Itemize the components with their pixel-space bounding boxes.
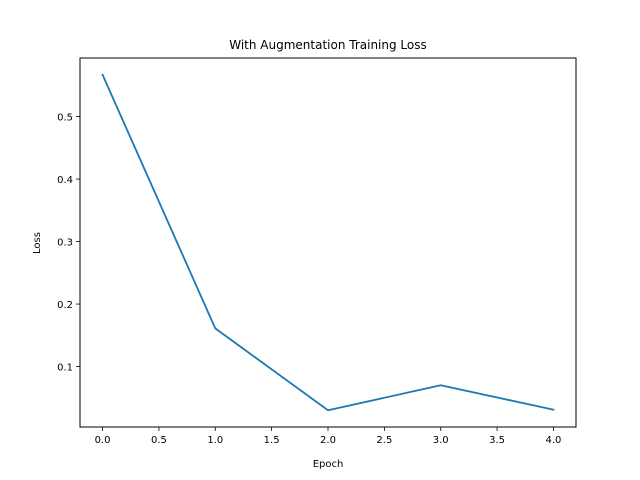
y-tick-label: 0.2 (57, 300, 73, 311)
y-tick-label: 0.4 (57, 175, 73, 186)
chart-title: With Augmentation Training Loss (229, 38, 427, 52)
x-tick-label: 2.0 (320, 435, 336, 446)
x-tick-label: 0.5 (151, 435, 167, 446)
x-axis-label: Epoch (313, 459, 344, 470)
x-tick-label: 1.0 (207, 435, 223, 446)
x-tick-label: 3.0 (433, 435, 449, 446)
y-tick-label: 0.1 (57, 363, 73, 374)
plot-area (101, 73, 555, 412)
y-tick-label: 0.3 (57, 238, 73, 249)
x-tick-label: 1.5 (264, 435, 280, 446)
x-tick-label: 0.0 (95, 435, 111, 446)
x-tick-label: 3.5 (489, 435, 505, 446)
series-line (101, 73, 555, 412)
x-tick-label: 4.0 (546, 435, 562, 446)
y-tick-label: 0.5 (57, 113, 73, 124)
y-axis: 0.1 0.2 0.3 0.4 0.5 (57, 113, 80, 374)
x-axis: 0.0 0.5 1.0 1.5 2.0 2.5 3.0 3.5 4.0 (95, 427, 562, 446)
y-axis-label: Loss (32, 232, 43, 254)
x-tick-label: 2.5 (376, 435, 392, 446)
